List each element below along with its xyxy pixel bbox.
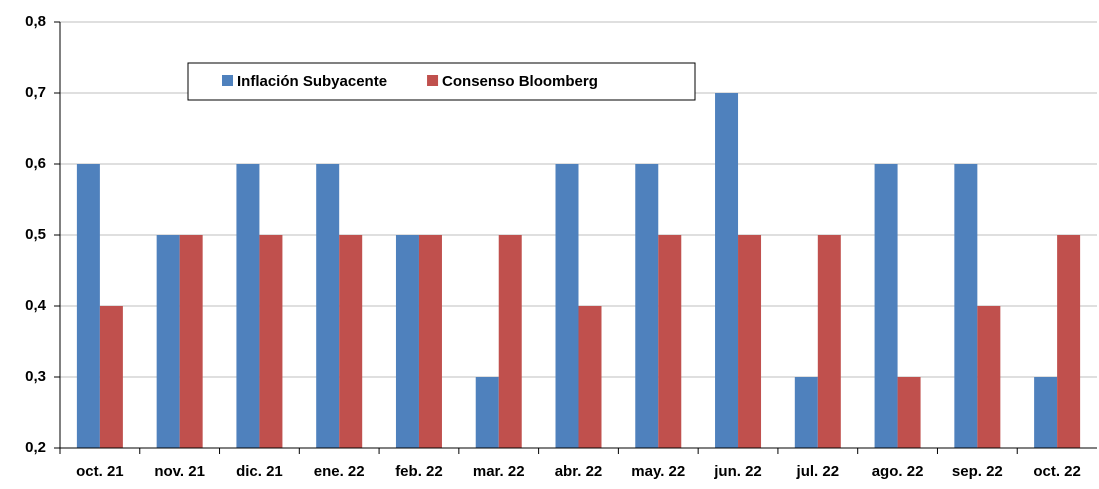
- y-tick-label: 0,5: [25, 226, 46, 243]
- bar: [395, 235, 419, 448]
- y-tick-label: 0,8: [25, 13, 46, 30]
- bar: [635, 164, 659, 448]
- bar: [76, 164, 100, 448]
- x-tick-label: jul. 22: [796, 463, 840, 480]
- bar: [316, 164, 340, 448]
- x-tick-label: sep. 22: [952, 463, 1003, 480]
- legend-label: Inflación Subyacente: [237, 73, 387, 90]
- bar: [817, 235, 841, 448]
- bar: [794, 377, 818, 448]
- x-tick-label: dic. 21: [236, 463, 283, 480]
- bar: [715, 93, 739, 448]
- y-tick-label: 0,4: [25, 297, 47, 314]
- bar: [418, 235, 442, 448]
- bar: [738, 235, 762, 448]
- x-tick-label: ene. 22: [314, 463, 365, 480]
- bar: [555, 164, 579, 448]
- bar: [1034, 377, 1058, 448]
- bar: [658, 235, 682, 448]
- bar: [1057, 235, 1081, 448]
- x-tick-label: abr. 22: [555, 463, 603, 480]
- bar: [179, 235, 203, 448]
- legend-label: Consenso Bloomberg: [442, 73, 598, 90]
- bar: [475, 377, 499, 448]
- y-tick-label: 0,2: [25, 439, 46, 456]
- bar: [236, 164, 260, 448]
- y-tick-label: 0,3: [25, 368, 46, 385]
- bar: [977, 306, 1001, 448]
- x-tick-label: nov. 21: [154, 463, 205, 480]
- x-tick-label: may. 22: [631, 463, 685, 480]
- bar: [99, 306, 123, 448]
- legend-box: [187, 62, 696, 101]
- x-tick-label: oct. 21: [76, 463, 124, 480]
- bar: [954, 164, 978, 448]
- legend-swatch: [427, 75, 439, 86]
- bar: [498, 235, 522, 448]
- x-tick-label: oct. 22: [1033, 463, 1081, 480]
- x-tick-label: ago. 22: [872, 463, 924, 480]
- bar: [578, 306, 602, 448]
- x-tick-label: feb. 22: [395, 463, 443, 480]
- x-tick-label: jun. 22: [713, 463, 762, 480]
- legend-swatch: [222, 75, 233, 86]
- y-tick-label: 0,7: [25, 84, 46, 101]
- bar: [897, 377, 921, 448]
- bar: [259, 235, 283, 448]
- bar: [339, 235, 363, 448]
- y-tick-label: 0,6: [25, 155, 46, 172]
- x-tick-label: mar. 22: [473, 463, 525, 480]
- bar: [874, 164, 898, 448]
- bar: [156, 235, 180, 448]
